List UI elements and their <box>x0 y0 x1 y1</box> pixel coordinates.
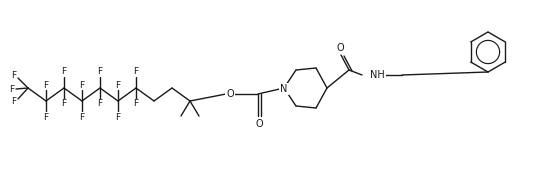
Text: F: F <box>10 84 14 93</box>
Text: O: O <box>255 119 263 129</box>
Text: F: F <box>80 81 84 90</box>
Text: NH: NH <box>370 70 385 80</box>
Text: F: F <box>43 113 49 121</box>
Text: F: F <box>11 96 17 105</box>
Text: N: N <box>280 84 288 94</box>
Text: F: F <box>134 67 138 76</box>
Text: F: F <box>115 113 121 121</box>
Text: F: F <box>61 67 67 76</box>
Text: O: O <box>336 43 344 53</box>
Text: F: F <box>115 81 121 90</box>
Text: F: F <box>134 99 138 109</box>
Text: F: F <box>11 70 17 79</box>
Text: F: F <box>97 99 103 109</box>
Text: F: F <box>97 67 103 76</box>
Text: F: F <box>61 99 67 109</box>
Text: O: O <box>226 89 234 99</box>
Text: F: F <box>43 81 49 90</box>
Text: F: F <box>80 113 84 121</box>
